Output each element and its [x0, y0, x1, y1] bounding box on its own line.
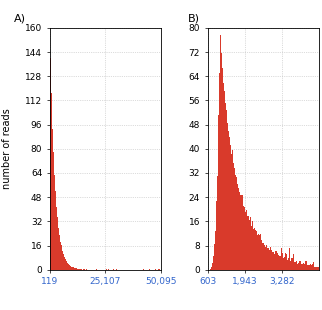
Text: A): A) — [14, 13, 26, 23]
Text: number of reads: number of reads — [2, 108, 12, 189]
Text: B): B) — [188, 13, 200, 23]
